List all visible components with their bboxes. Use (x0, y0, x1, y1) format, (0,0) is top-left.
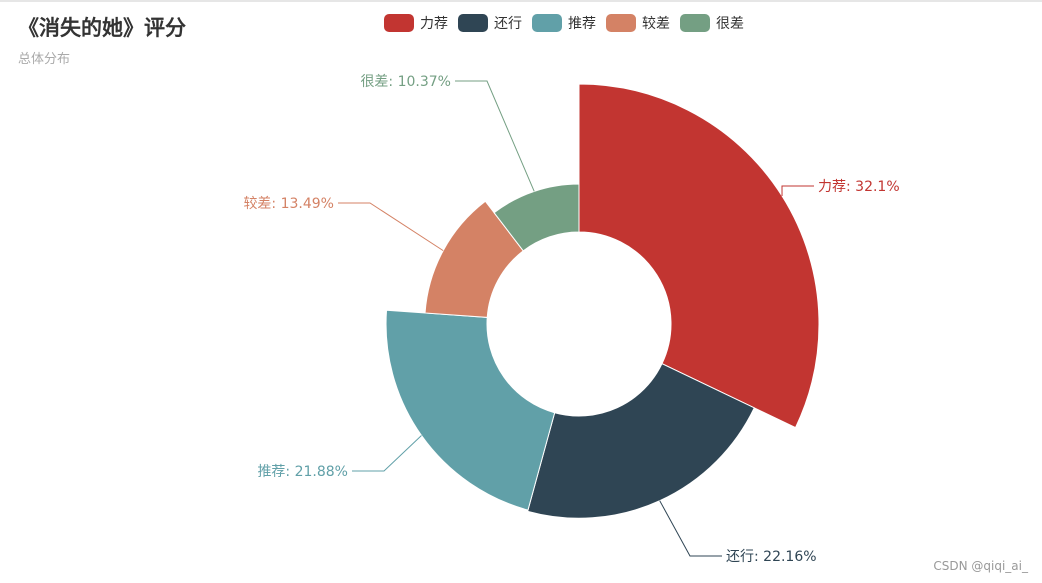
data-label-3: 较差: 13.49% (243, 196, 334, 212)
data-label-2: 推荐: 21.88% (257, 464, 348, 480)
rose-segment-4[interactable] (493, 183, 580, 252)
label-line-1 (659, 500, 722, 557)
legend-label: 推荐 (568, 16, 596, 32)
top-border (0, 0, 1042, 2)
legend-item-0[interactable]: 力荐 (384, 13, 448, 33)
label-line-3 (338, 202, 444, 252)
data-label-1: 还行: 22.16% (726, 549, 817, 565)
rose-segment-2[interactable] (385, 309, 556, 511)
legend: 力荐 还行 推荐 较差 很差 (384, 13, 744, 33)
rose-segment-1[interactable] (527, 363, 755, 519)
legend-swatch (458, 14, 488, 32)
legend-swatch (606, 14, 636, 32)
legend-item-2[interactable]: 推荐 (532, 13, 596, 33)
label-line-0 (781, 185, 814, 197)
legend-swatch (680, 14, 710, 32)
rose-segment-3[interactable] (424, 200, 524, 318)
legend-label: 较差 (642, 16, 670, 32)
label-line-2 (352, 435, 422, 472)
legend-label: 很差 (716, 16, 744, 32)
label-line-4 (455, 80, 535, 192)
chart-subtitle: 总体分布 (18, 52, 71, 67)
legend-item-1[interactable]: 还行 (458, 13, 522, 33)
legend-label: 力荐 (420, 16, 448, 32)
legend-item-4[interactable]: 很差 (680, 13, 744, 33)
watermark: CSDN @qiqi_ai_ (933, 559, 1028, 573)
legend-swatch (532, 14, 562, 32)
legend-label: 还行 (494, 16, 522, 32)
legend-item-3[interactable]: 较差 (606, 13, 670, 33)
data-label-4: 很差: 10.37% (360, 74, 451, 90)
legend-swatch (384, 14, 414, 32)
chart-title: 《消失的她》评分 (18, 16, 186, 40)
data-label-0: 力荐: 32.1% (818, 179, 900, 195)
rose-segment-0[interactable] (578, 83, 820, 429)
